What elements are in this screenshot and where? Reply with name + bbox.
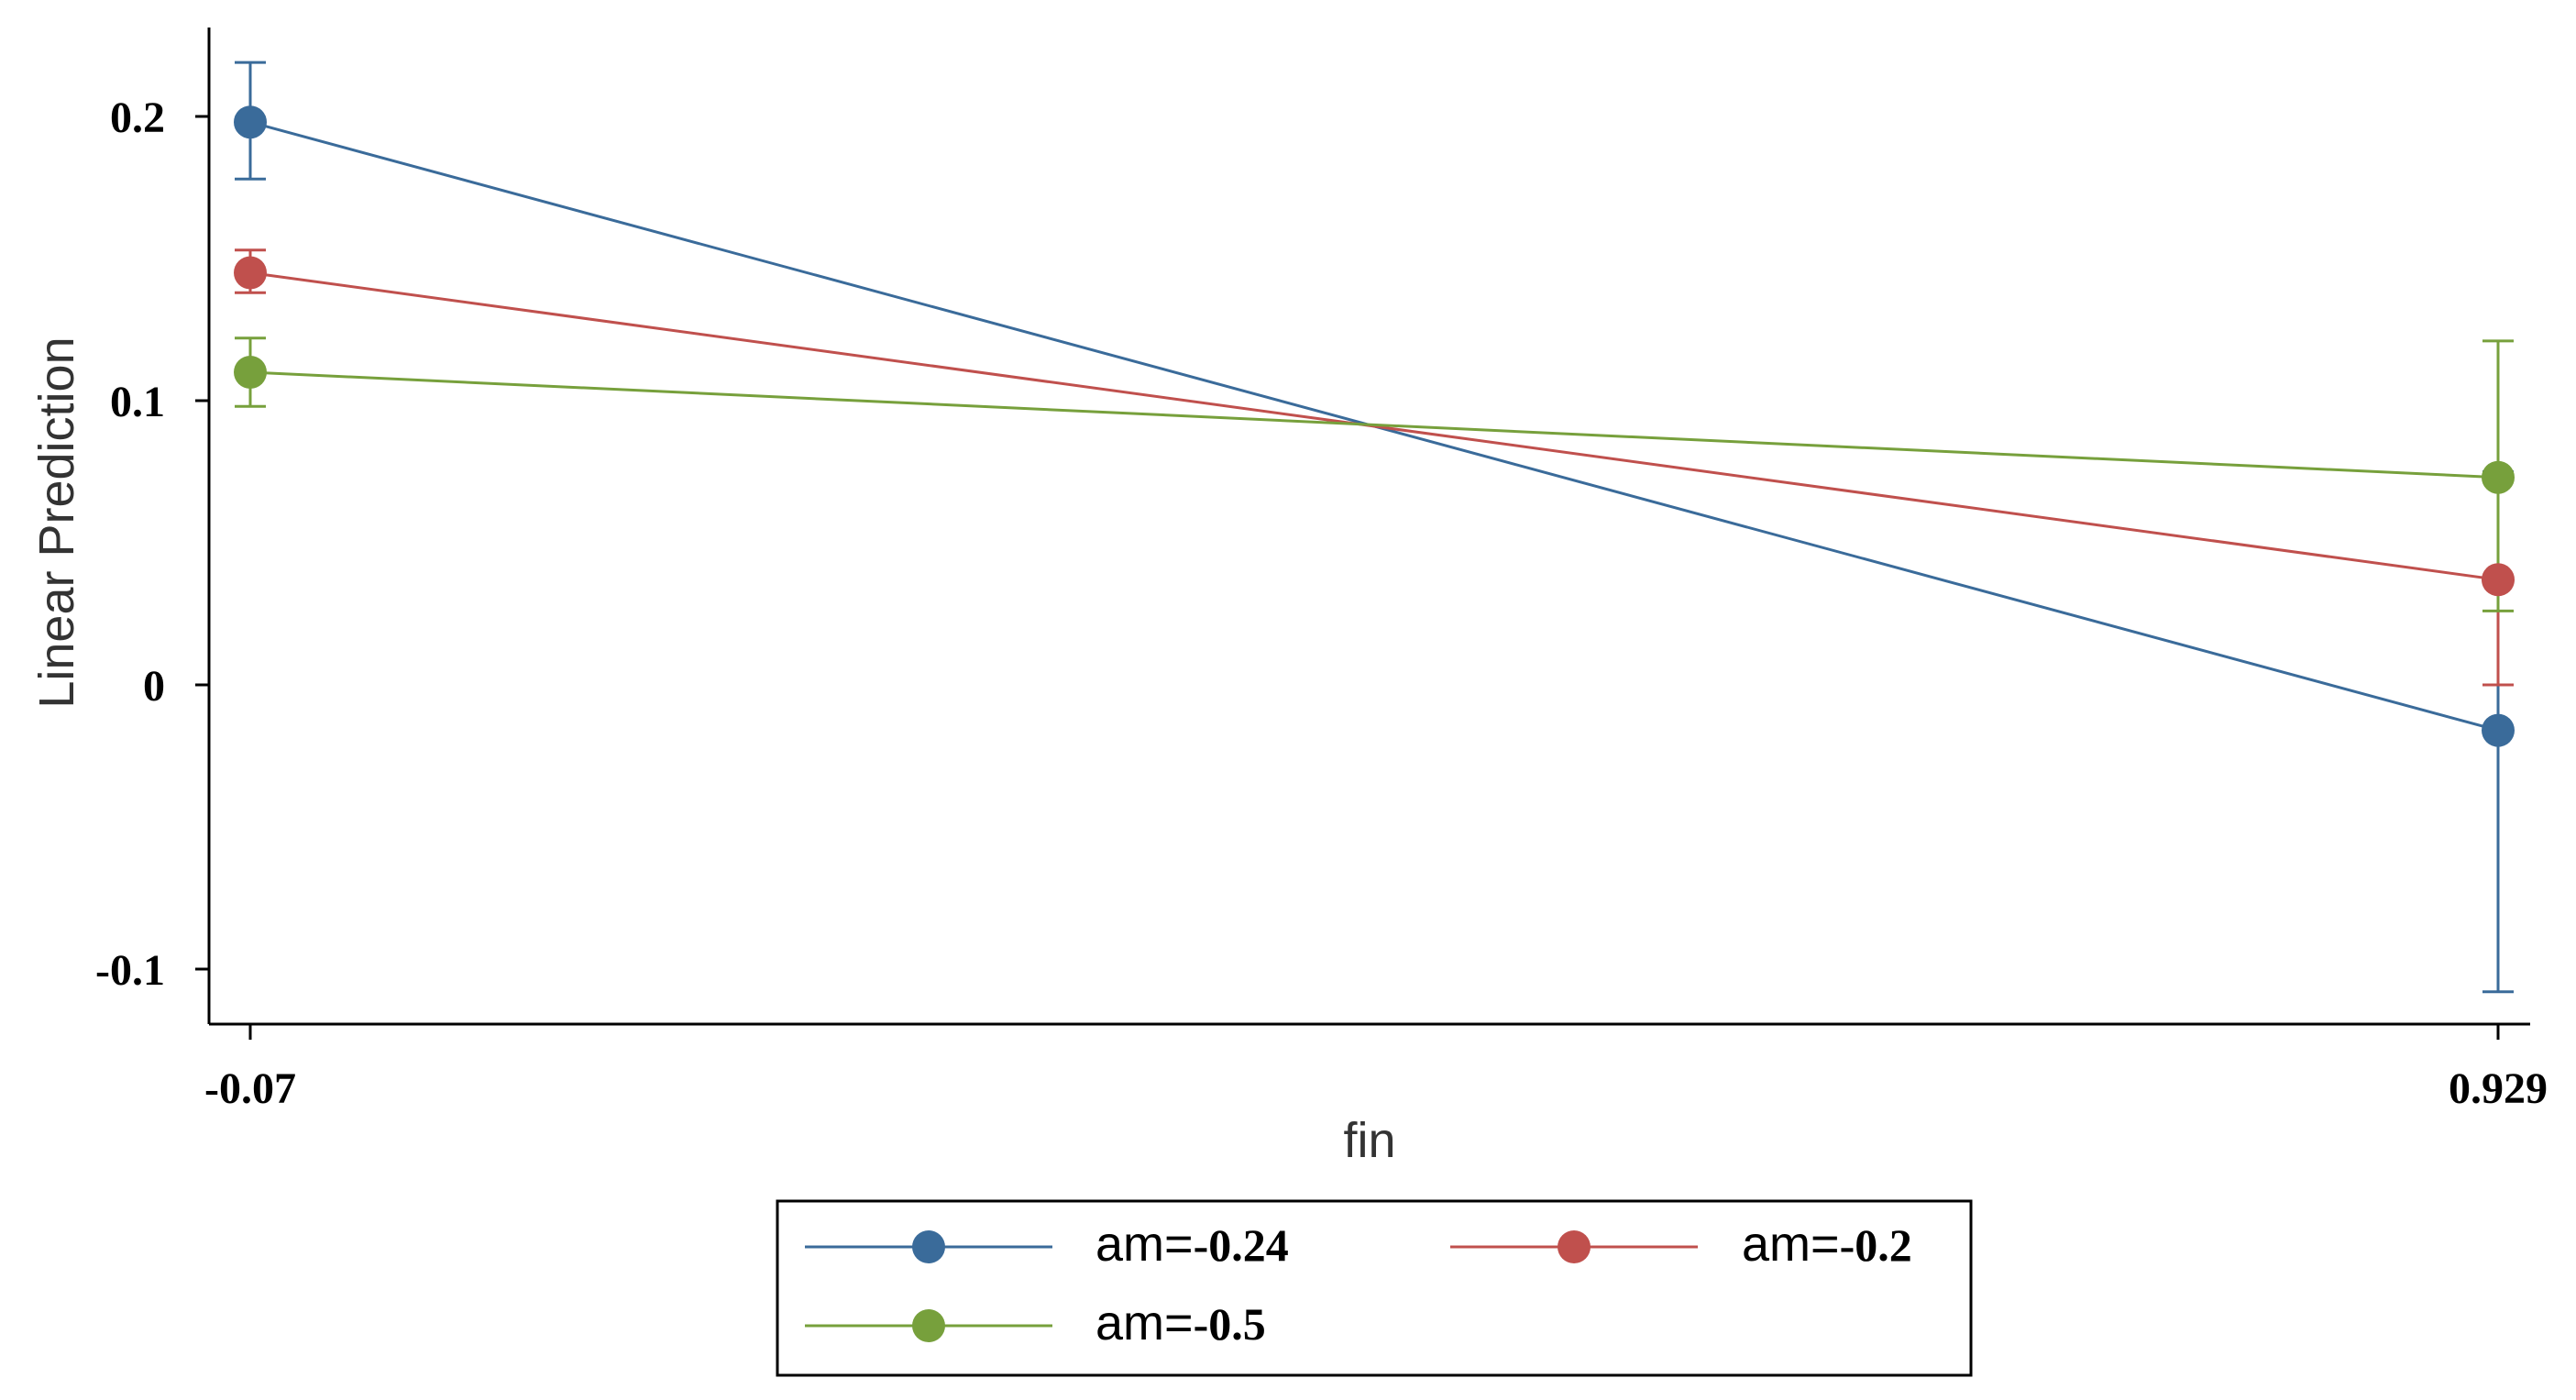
legend-item-1: am=-0.2 [1450, 1217, 1912, 1272]
y-tick-label: 0.2 [110, 94, 165, 142]
series-line-2 [249, 370, 2499, 480]
legend-box [776, 1199, 1973, 1377]
x-tick-label: 0.929 [2449, 1064, 2548, 1113]
x-axis-title: fin [1343, 1113, 1395, 1168]
series-points [234, 105, 2515, 747]
series-lines [249, 120, 2499, 733]
series-error-bars [235, 61, 2514, 994]
legend-label-value: -0.2 [1840, 1219, 1912, 1271]
legend-label: am=-0.5 [1095, 1295, 1266, 1350]
legend: am=-0.24 am=-0.2am=-0.5 [805, 1217, 1912, 1350]
series-line-1 [249, 271, 2499, 581]
data-point [2482, 563, 2515, 597]
data-point [2482, 460, 2515, 494]
data-point [234, 256, 267, 290]
legend-item-0: am=-0.24 [805, 1217, 1289, 1272]
y-tick-label: -0.1 [95, 946, 165, 995]
y-tick-label: 0 [143, 662, 165, 711]
y-ticks: -0.1 0 0.1 0.2 [95, 94, 209, 995]
legend-marker [912, 1230, 945, 1263]
x-tick-label: -0.07 [204, 1064, 296, 1113]
y-tick-label: 0.1 [110, 378, 165, 426]
legend-marker [912, 1309, 945, 1342]
legend-marker [1558, 1230, 1591, 1263]
x-ticks: -0.07 0.929 [204, 1024, 2548, 1113]
legend-label-prefix: am= [1742, 1217, 1840, 1272]
legend-item-2: am=-0.5 [805, 1295, 1266, 1350]
data-point [234, 356, 267, 389]
legend-label-value: -0.24 [1194, 1219, 1289, 1271]
legend-label-prefix: am= [1095, 1295, 1194, 1350]
data-point [2482, 713, 2515, 747]
y-axis-title: Linear Prediction [29, 336, 84, 708]
legend-label-value: -0.5 [1194, 1298, 1266, 1350]
legend-label: am=-0.2 [1742, 1217, 1912, 1272]
data-point [234, 105, 267, 139]
legend-label: am=-0.24 [1095, 1217, 1289, 1272]
legend-label-prefix: am= [1095, 1217, 1194, 1272]
